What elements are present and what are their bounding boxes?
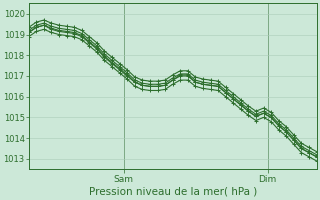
X-axis label: Pression niveau de la mer( hPa ): Pression niveau de la mer( hPa ) — [89, 187, 257, 197]
